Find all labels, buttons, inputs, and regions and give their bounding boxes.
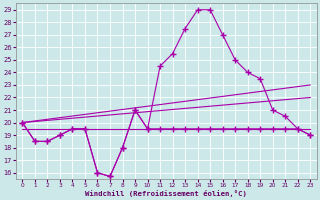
X-axis label: Windchill (Refroidissement éolien,°C): Windchill (Refroidissement éolien,°C) — [85, 190, 247, 197]
